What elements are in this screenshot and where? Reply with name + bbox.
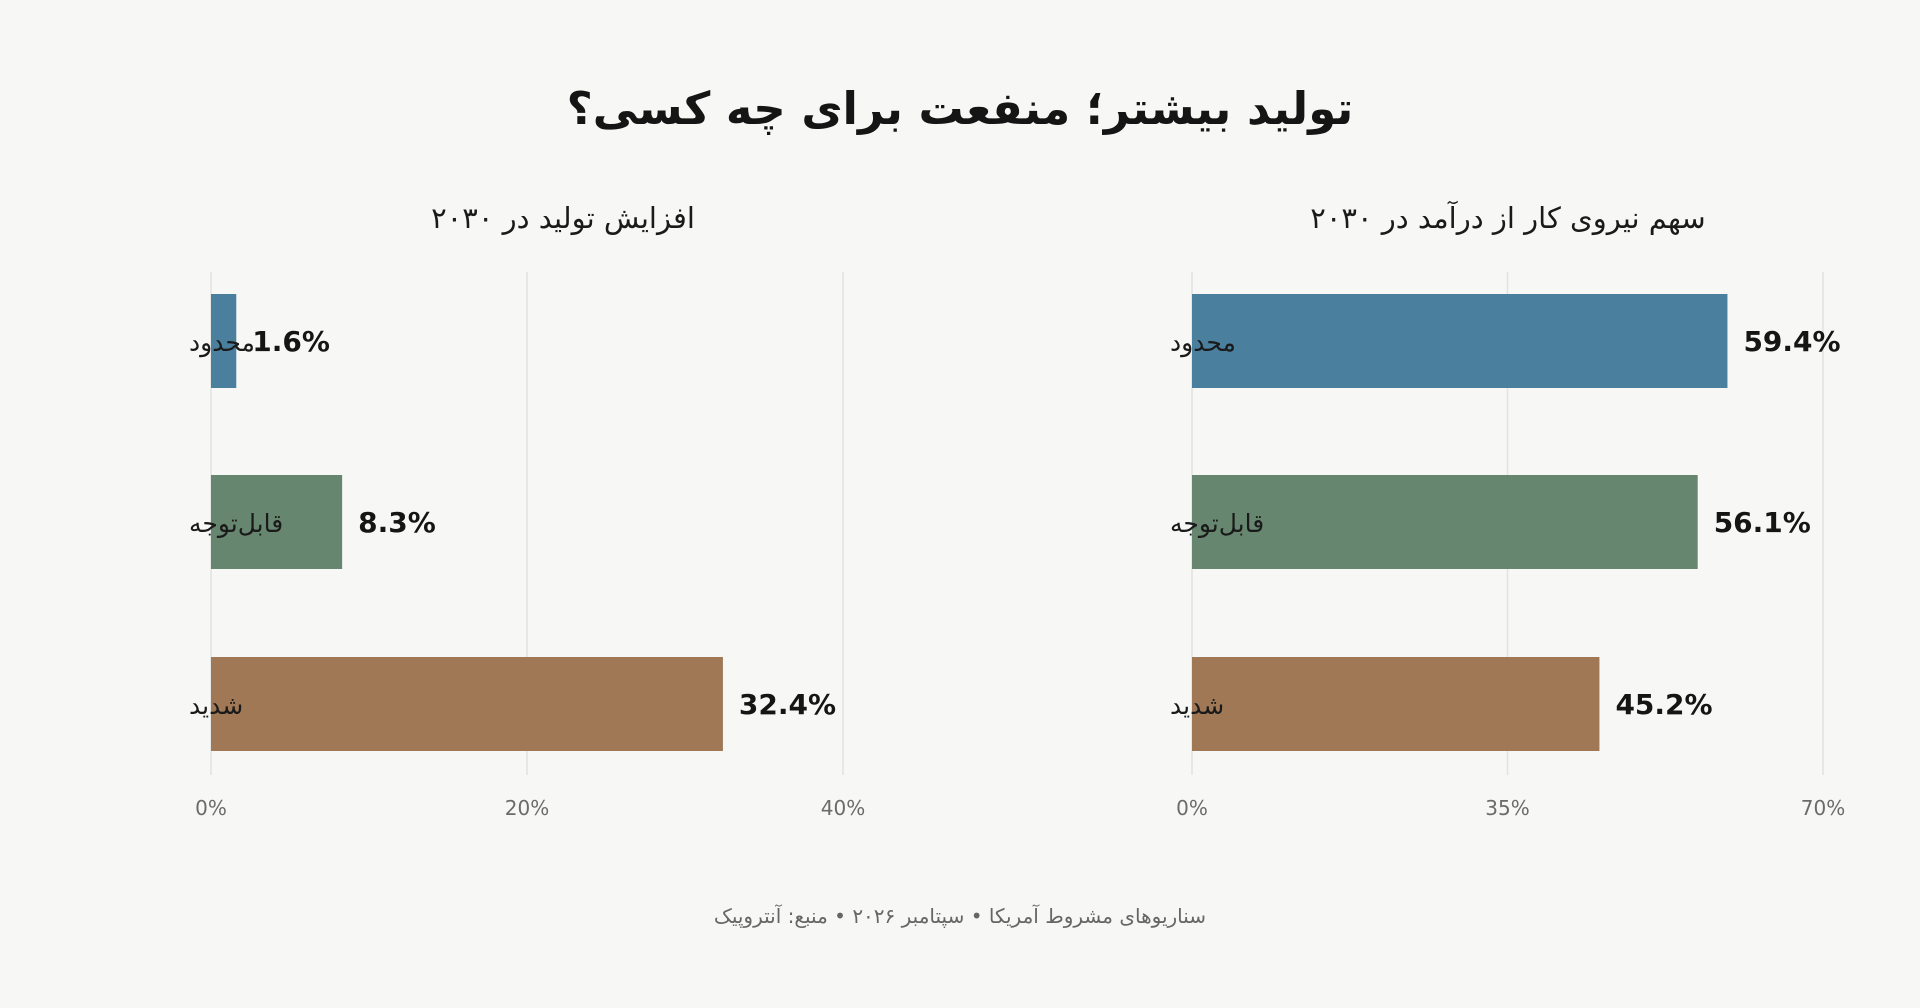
chart-2-bar [1192,657,1600,751]
chart-2-value-label: 45.2% [1615,688,1712,721]
chart-1-value-label: 1.6% [252,325,330,358]
chart-1-title: افزایش تولید در ۲۰۳۰ [431,201,695,235]
chart-2-tick-label: 0% [1176,796,1208,820]
chart-2-category-label: قابل‌توجه [1170,509,1264,538]
chart-1-tick-label: 0% [195,796,227,820]
chart-2-category-label: شدید [1170,691,1224,720]
chart-1-bar [211,657,723,751]
chart-2-category-label: محدود [1170,328,1236,358]
chart-1-category-label: شدید [189,691,243,720]
chart-1-value-label: 32.4% [739,688,836,721]
chart-main-title: تولید بیشتر؛ منفعت برای چه کسی؟ [566,82,1354,135]
chart-footer-source: سناریوهای مشروط آمریکا • سپتامبر ۲۰۲۶ • … [713,904,1207,928]
chart-1-bar [211,294,237,388]
chart-2-bar [1192,475,1698,569]
chart-2-tick-label: 35% [1485,796,1529,820]
chart-1-bar [211,475,343,569]
chart-1-tick-label: 20% [505,796,549,820]
chart-1-category-label: محدود [189,328,255,358]
chart-2-bar [1192,294,1728,388]
chart-1-tick-label: 40% [821,796,865,820]
chart-1-category-label: قابل‌توجه [189,509,283,538]
chart-2-value-label: 59.4% [1743,325,1840,358]
chart-2-title: سهم نیروی کار از درآمد در ۲۰۳۰ [1310,200,1705,236]
chart-2-tick-label: 70% [1801,796,1845,820]
chart-1-value-label: 8.3% [358,506,436,539]
chart-2-value-label: 56.1% [1714,506,1811,539]
